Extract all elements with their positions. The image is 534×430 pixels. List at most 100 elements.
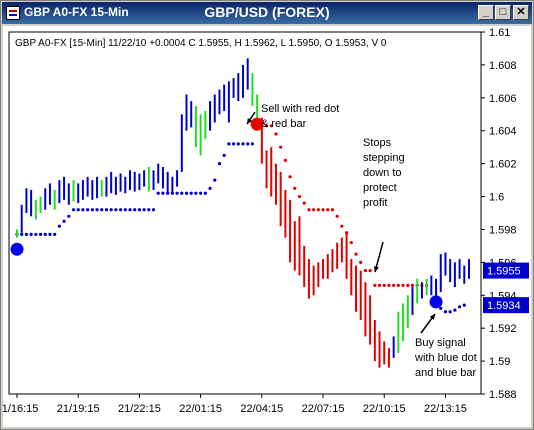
y-tick-label: 1.592: [489, 323, 517, 335]
x-tick-label: 22/10:15: [363, 403, 406, 415]
support-dot: [227, 142, 230, 145]
y-tick-label: 1.588: [489, 389, 517, 401]
support-dot: [53, 233, 56, 236]
y-tick-label: 1.606: [489, 93, 517, 105]
resistance-dot: [354, 253, 357, 256]
resistance-dot: [317, 208, 320, 211]
support-dot: [34, 233, 37, 236]
x-tick-label: 22/04:15: [240, 403, 283, 415]
support-dot: [81, 208, 84, 211]
resistance-dot: [284, 159, 287, 162]
maximize-button[interactable]: □: [495, 5, 511, 20]
annotation-text: profit: [363, 197, 387, 209]
annotation-text: & red bar: [261, 118, 307, 130]
resistance-dot: [397, 284, 400, 287]
support-dot: [449, 310, 452, 313]
x-tick-label: 21/16:15: [3, 403, 38, 415]
x-tick-label: 22/13:15: [424, 403, 467, 415]
support-dot: [95, 208, 98, 211]
support-dot: [453, 308, 456, 311]
support-dot: [213, 178, 216, 181]
y-tick-label: 1.608: [489, 60, 517, 72]
y-tick-label: 1.604: [489, 126, 517, 138]
resistance-dot: [406, 284, 409, 287]
support-dot: [444, 310, 447, 313]
support-dot: [39, 233, 42, 236]
price-tag-label: 1.5934: [487, 300, 521, 312]
signal-marker: [11, 243, 24, 256]
support-dot: [152, 208, 155, 211]
support-dot: [175, 192, 178, 195]
support-dot: [190, 192, 193, 195]
plot-frame: [9, 32, 481, 394]
annotation-text: with blue dot: [414, 352, 477, 364]
support-dot: [204, 192, 207, 195]
support-dot: [208, 187, 211, 190]
ohlc-chart[interactable]: 1.611.6081.6061.6041.6021.61.5981.5961.5…: [3, 26, 531, 427]
minimize-button[interactable]: _: [478, 5, 494, 20]
window-title: GBP A0-FX 15-Min: [24, 5, 129, 19]
chart-info-line: GBP A0-FX [15-Min] 11/22/10 +0.0004 C 1.…: [15, 38, 387, 49]
resistance-dot: [392, 284, 395, 287]
annotation-text: and blue bar: [415, 367, 476, 379]
price-tag-label: 1.5955: [487, 266, 521, 278]
support-dot: [246, 142, 249, 145]
resistance-dot: [411, 284, 414, 287]
resistance-dot: [274, 132, 277, 135]
support-dot: [58, 225, 61, 228]
support-dot: [72, 208, 75, 211]
support-dot: [48, 233, 51, 236]
support-dot: [100, 208, 103, 211]
support-dot: [194, 192, 197, 195]
resistance-dot: [369, 269, 372, 272]
support-dot: [30, 233, 33, 236]
resistance-dot: [373, 284, 376, 287]
resistance-dot: [312, 208, 315, 211]
x-tick-label: 21/22:15: [118, 403, 161, 415]
y-tick-label: 1.59: [489, 356, 510, 368]
close-button[interactable]: ✕: [513, 5, 529, 20]
y-tick-label: 1.602: [489, 159, 517, 171]
resistance-dot: [336, 215, 339, 218]
title-bar[interactable]: GBP A0-FX 15-Min GBP/USD (FOREX) _ □ ✕: [2, 2, 532, 24]
x-tick-label: 21/19:15: [57, 403, 100, 415]
support-dot: [180, 192, 183, 195]
support-dot: [114, 208, 117, 211]
support-dot: [199, 192, 202, 195]
support-dot: [237, 142, 240, 145]
support-dot: [143, 208, 146, 211]
annotation-text: Buy signal: [415, 337, 466, 349]
x-tick-label: 22/01:15: [179, 403, 222, 415]
support-dot: [25, 233, 28, 236]
support-dot: [241, 142, 244, 145]
resistance-dot: [378, 284, 381, 287]
resistance-dot: [331, 208, 334, 211]
support-dot: [124, 208, 127, 211]
resistance-dot: [298, 195, 301, 198]
resistance-dot: [279, 146, 282, 149]
support-dot: [128, 208, 131, 211]
annotation-text: Sell with red dot: [261, 103, 339, 115]
y-tick-label: 1.598: [489, 224, 517, 236]
signal-marker: [430, 295, 443, 308]
annotation-text: stepping: [363, 152, 405, 164]
support-dot: [105, 208, 108, 211]
support-dot: [20, 233, 23, 236]
chart-area[interactable]: 1.611.6081.6061.6041.6021.61.5981.5961.5…: [3, 26, 531, 427]
resistance-dot: [307, 208, 310, 211]
resistance-dot: [321, 208, 324, 211]
support-dot: [44, 233, 47, 236]
support-dot: [439, 307, 442, 310]
support-dot: [185, 192, 188, 195]
support-dot: [77, 208, 80, 211]
resistance-dot: [383, 284, 386, 287]
resistance-dot: [326, 208, 329, 211]
chart-app-icon[interactable]: [6, 6, 20, 20]
support-dot: [91, 208, 94, 211]
resistance-dot: [340, 225, 343, 228]
resistance-dot: [303, 202, 306, 205]
resistance-dot: [387, 284, 390, 287]
support-dot: [161, 192, 164, 195]
resistance-dot: [293, 187, 296, 190]
